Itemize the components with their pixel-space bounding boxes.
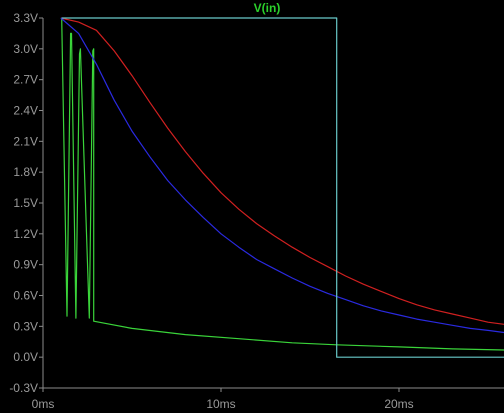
y-tick-label: 2.7V bbox=[13, 73, 38, 87]
axes-layer bbox=[42, 18, 504, 389]
y-tick-label: 2.4V bbox=[13, 104, 38, 118]
y-tick-label: -0.3V bbox=[9, 381, 38, 395]
y-tick-label: 0.9V bbox=[13, 258, 38, 272]
x-tick-label: 10ms bbox=[206, 397, 235, 411]
y-tick-label: 0.3V bbox=[13, 319, 38, 333]
y-tick-label: 1.8V bbox=[13, 165, 38, 179]
x-tick-label: 20ms bbox=[384, 397, 413, 411]
y-tick-label: 3.3V bbox=[13, 11, 38, 25]
blue-trace bbox=[60, 17, 504, 334]
x-tick-label: 0ms bbox=[32, 397, 55, 411]
y-tick-label: 1.2V bbox=[13, 227, 38, 241]
series-layer bbox=[60, 17, 504, 358]
green-trace bbox=[61, 17, 504, 351]
cyan-trace bbox=[61, 17, 504, 358]
y-tick-label: 2.1V bbox=[13, 134, 38, 148]
x-tick-layer: 0ms 10ms 20ms bbox=[32, 388, 414, 411]
red-trace bbox=[60, 17, 504, 325]
y-tick-label: 1.5V bbox=[13, 196, 38, 210]
y-tick-layer: 3.3V 3.0V 2.7V 2.4V 2.1V 1.8V 1.5V 1.2V 0.9V 0.6V… bbox=[9, 11, 43, 395]
y-tick-label: 0.0V bbox=[13, 350, 38, 364]
y-tick-label: 3.0V bbox=[13, 42, 38, 56]
y-tick-label: 0.6V bbox=[13, 289, 38, 303]
chart-title: V(in) bbox=[254, 1, 281, 15]
